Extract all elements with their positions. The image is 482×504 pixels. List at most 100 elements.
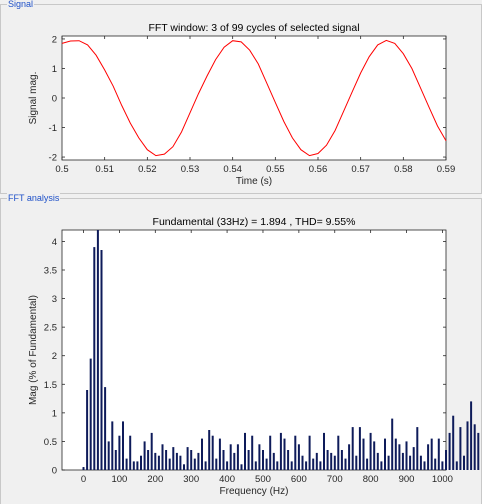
fft-bar — [294, 435, 297, 470]
fft-bar — [358, 427, 361, 470]
x-tick-label: 300 — [183, 474, 199, 485]
x-tick-label: 0.57 — [351, 164, 370, 175]
y-tick-label: 2.5 — [44, 323, 57, 334]
fft-bar — [215, 458, 218, 470]
fft-bar — [222, 450, 225, 470]
x-tick-label: 0.53 — [181, 164, 200, 175]
fft-bar — [434, 458, 437, 470]
fft-bar — [118, 435, 121, 470]
fft-bar — [236, 444, 239, 470]
fft-bar — [330, 452, 333, 470]
x-axis-label: Time (s) — [236, 176, 272, 187]
x-tick-label: 0.58 — [394, 164, 413, 175]
fft-bar — [348, 444, 351, 470]
y-axis-label: Mag (% of Fundamental) — [28, 295, 39, 405]
fft-bar — [445, 450, 447, 470]
fft-panel-title: FFT analysis — [7, 193, 61, 204]
fft-bar — [218, 438, 221, 470]
x-tick-label: 0.52 — [138, 164, 157, 175]
fft-bar — [340, 450, 343, 470]
fft-bar — [96, 230, 99, 470]
fft-bar — [186, 447, 189, 470]
fft-bar — [423, 461, 426, 470]
fft-bar — [111, 421, 114, 470]
fft-bar — [319, 461, 322, 470]
fft-bar — [193, 458, 196, 470]
fft-bar — [226, 461, 229, 470]
x-tick-label: 0.55 — [266, 164, 285, 175]
fft-bar — [283, 438, 286, 470]
chart-title: Fundamental (33Hz) = 1.894 , THD= 9.55% — [153, 216, 356, 228]
fft-bar — [355, 455, 358, 470]
fft-bar — [308, 435, 311, 470]
fft-bar — [132, 461, 135, 470]
y-tick-label: 2 — [52, 34, 57, 45]
fft-bar — [204, 461, 207, 470]
signal-chart: FFT window: 3 of 99 cycles of selected s… — [28, 22, 455, 187]
fft-bar — [201, 438, 203, 470]
fft-bar — [351, 427, 354, 470]
fft-bar — [157, 455, 160, 470]
fft-bar — [147, 450, 150, 470]
fft-bar — [301, 455, 304, 470]
fft-bar — [477, 432, 480, 470]
fft-bar — [326, 450, 329, 470]
y-tick-label: 3.5 — [44, 266, 57, 277]
fft-bar — [172, 447, 175, 470]
y-tick-label: 4 — [52, 237, 57, 248]
fft-bar — [323, 432, 325, 470]
x-tick-label: 700 — [327, 474, 343, 485]
fft-bar — [387, 455, 390, 470]
fft-bar — [405, 441, 408, 470]
fft-bar — [373, 441, 376, 470]
x-tick-label: 900 — [399, 474, 415, 485]
x-tick-label: 0.51 — [95, 164, 114, 175]
fft-bar — [391, 418, 394, 470]
fft-bar — [183, 464, 185, 470]
fft-bar — [254, 461, 257, 470]
fft-bar — [448, 432, 451, 470]
y-tick-label: 1 — [52, 64, 57, 75]
fft-bar — [104, 387, 107, 470]
fft-bar — [455, 461, 458, 470]
x-tick-label: 500 — [255, 474, 271, 485]
y-tick-label: 0 — [52, 94, 57, 105]
fft-bar — [251, 435, 254, 470]
fft-bar — [258, 444, 261, 470]
y-tick-label: 1 — [52, 408, 57, 419]
fft-bar — [100, 250, 103, 470]
fft-bar — [165, 450, 168, 470]
fft-bar — [441, 461, 444, 470]
fft-bar — [129, 435, 132, 470]
fft-bar — [290, 461, 293, 470]
signal-line — [61, 39, 447, 157]
y-tick-label: -2 — [49, 153, 57, 164]
fft-bar — [122, 421, 124, 470]
fft-chart: Fundamental (33Hz) = 1.894 , THD= 9.55% 0… — [28, 216, 480, 497]
fft-bar — [470, 401, 473, 470]
fft-bar — [93, 247, 96, 470]
fft-bar — [211, 435, 214, 470]
fft-bar — [89, 358, 92, 470]
fft-bar — [140, 455, 142, 470]
fft-bar — [409, 455, 412, 470]
x-tick-label: 400 — [219, 474, 235, 485]
fft-bar — [473, 424, 476, 470]
fft-bar — [315, 452, 318, 470]
fft-bar — [279, 432, 282, 470]
x-tick-label: 0 — [81, 474, 86, 485]
fft-bar — [344, 458, 347, 470]
fft-bar — [179, 455, 182, 470]
fft-bar — [452, 415, 455, 470]
fft-bar — [125, 458, 128, 470]
fft-bar — [362, 438, 365, 470]
fft-bar — [229, 444, 232, 470]
fft-bar — [459, 427, 462, 470]
fft-bar — [305, 461, 308, 470]
fft-bar — [136, 461, 139, 470]
fft-bar — [380, 461, 383, 470]
fft-bar — [107, 441, 110, 470]
fft-bar — [333, 455, 336, 470]
plot-area — [61, 35, 447, 161]
fft-bar — [272, 452, 275, 470]
